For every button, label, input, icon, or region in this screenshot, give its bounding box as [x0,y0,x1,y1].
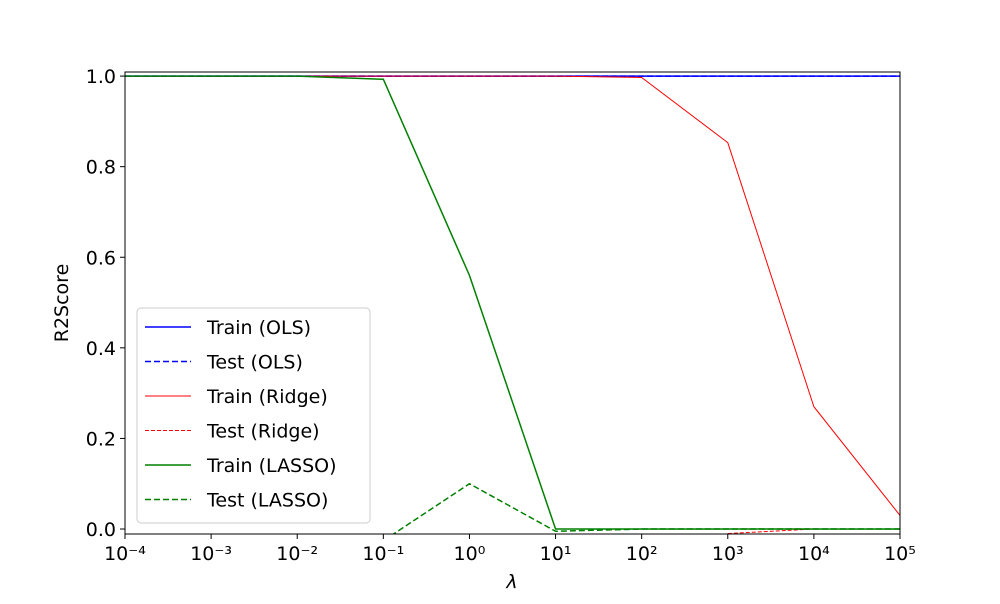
y-tick-label: 0.6 [86,247,116,269]
legend-label: Train (LASSO) [206,455,337,477]
x-tick-label: 10³ [712,543,744,565]
y-tick-label: 0.0 [86,519,116,541]
x-tick-label: 10⁻² [276,543,318,565]
x-tick-label: 10² [626,543,658,565]
x-tick-label: 10⁵ [884,543,916,565]
legend-label: Train (OLS) [206,317,311,339]
axes-frame [124,71,901,535]
legend-box [136,307,371,524]
y-tick-label: 0.4 [86,338,116,360]
x-tick-label: 10⁴ [798,543,830,565]
legend-label: Test (Ridge) [206,421,320,443]
x-tick-label: 10⁻⁴ [104,543,146,565]
y-tick-label: 0.2 [86,428,116,450]
legend-label: Test (OLS) [206,352,303,374]
legend-label: Train (Ridge) [206,386,328,408]
legend-label: Test (LASSO) [206,490,328,512]
series-line [392,482,900,534]
x-tick-label: 10⁻³ [190,543,232,565]
x-axis-label: λ [505,571,517,593]
x-tick-label: 10⁻¹ [362,543,404,565]
y-tick-label: 0.8 [86,157,116,179]
y-tick-label: 1.0 [86,66,116,88]
plot-area [125,75,900,534]
y-axis-label: R2Score [51,264,73,343]
x-tick-label: 10⁰ [454,543,486,565]
x-tick-label: 10¹ [540,543,572,565]
